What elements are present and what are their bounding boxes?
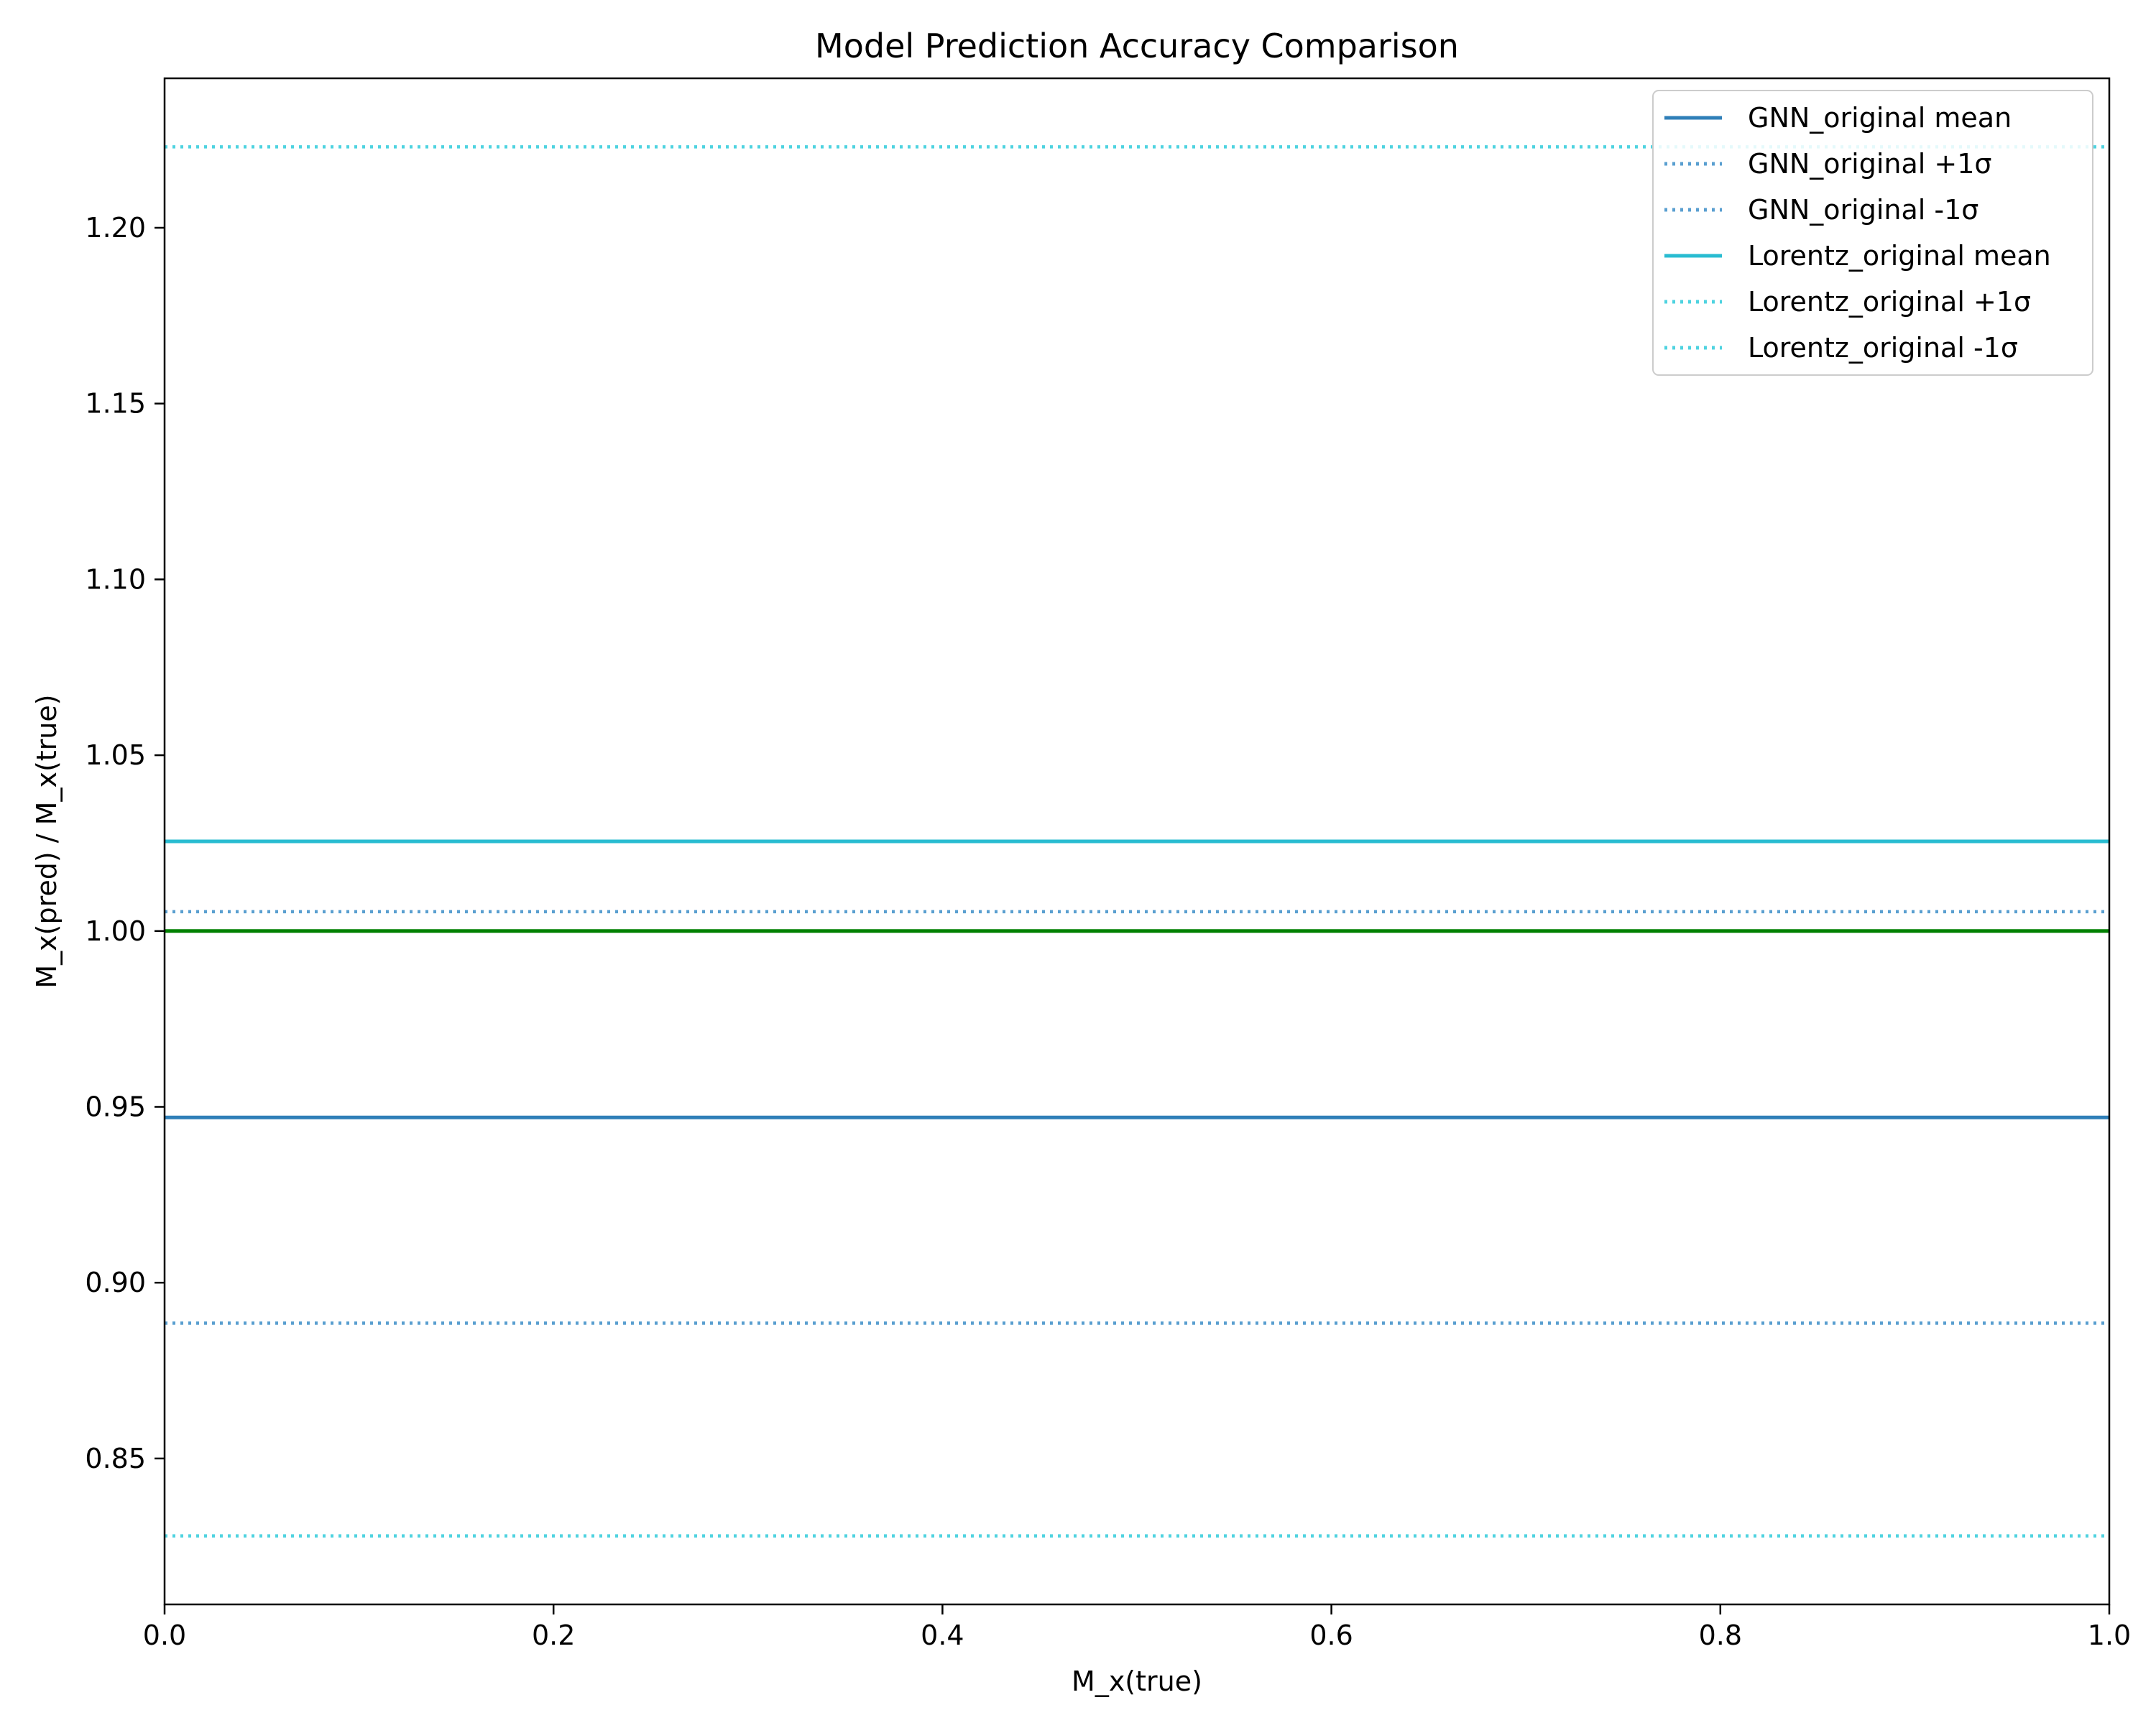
legend-label-lorentz-original-mean: Lorentz_original mean — [1748, 240, 2051, 272]
x-tick-label: 1.0 — [2088, 1620, 2131, 1651]
y-tick-label: 1.00 — [85, 915, 146, 947]
plot-lines — [165, 145, 2109, 1538]
y-axis: 0.85 0.90 0.95 1.00 1.05 1.10 1.15 1.20 — [85, 212, 165, 1474]
x-tick-label: 0.0 — [143, 1620, 186, 1651]
legend-label-lorentz-original-1: Lorentz_original +1σ — [1748, 286, 2031, 318]
legend-box — [1652, 90, 2093, 376]
y-tick-label: 1.20 — [85, 212, 146, 244]
y-tick-label: 0.90 — [85, 1267, 146, 1298]
x-axis: 0.0 0.2 0.4 0.6 0.8 1.0 — [143, 1604, 2131, 1651]
y-tick-label: 0.95 — [85, 1091, 146, 1122]
legend-label-gnn-original-mean: GNN_original mean — [1748, 102, 2012, 134]
x-tick-label: 0.2 — [532, 1620, 575, 1651]
plot-frame — [163, 77, 2111, 1606]
y-tick-label: 1.05 — [85, 739, 146, 771]
x-tick-label: 0.8 — [1699, 1620, 1742, 1651]
y-tick-label: 0.85 — [85, 1443, 146, 1474]
legend-label-gnn-original-1: GNN_original +1σ — [1748, 148, 1992, 180]
y-tick-label: 1.15 — [85, 388, 146, 420]
y-tick-label: 1.10 — [85, 563, 146, 595]
legend-label-gnn-original-1: GNN_original -1σ — [1748, 194, 1978, 226]
x-tick-label: 0.4 — [921, 1620, 964, 1651]
legend-label-lorentz-original-1: Lorentz_original -1σ — [1748, 332, 2018, 364]
x-tick-label: 0.6 — [1309, 1620, 1353, 1651]
legend: GNN_original mean GNN_original +1σ GNN_ori… — [1652, 90, 2093, 376]
y-axis-label: M_x(pred) / M_x(true) — [31, 694, 63, 988]
chart-title: Model Prediction Accuracy Comparison — [815, 27, 1459, 65]
x-axis-label: M_x(true) — [1072, 1665, 1202, 1697]
